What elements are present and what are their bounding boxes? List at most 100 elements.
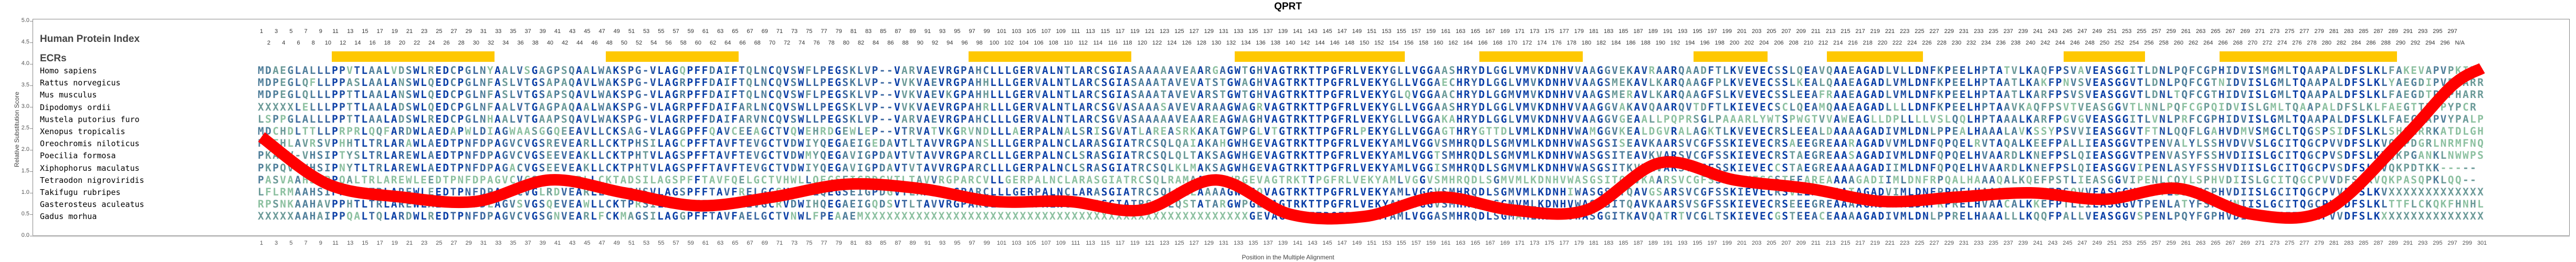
index-number: 48 — [606, 40, 613, 46]
x-tick-label: 11 — [332, 240, 339, 246]
index-number: 57 — [672, 28, 679, 35]
index-number: 206 — [1774, 40, 1784, 46]
index-number: 261 — [2181, 28, 2191, 35]
index-number: 234 — [1981, 40, 1991, 46]
sequence-row: XXXXXLELLLPPTTLAALADSWLQEDCPGLNFAALVTGAG… — [258, 101, 2478, 113]
ecr-bar — [2219, 51, 2397, 62]
index-number: 40 — [546, 40, 554, 46]
x-tick-label: 49 — [613, 240, 620, 246]
index-number: 284 — [2351, 40, 2361, 46]
index-number: 270 — [2247, 40, 2258, 46]
x-tick-label: 291 — [2403, 240, 2413, 246]
index-number: 179 — [1574, 28, 1584, 35]
index-number: 272 — [2262, 40, 2273, 46]
index-number: 99 — [983, 28, 990, 35]
sequence-row: MDCHDLTTLLPRPRLQQFARDWLAEDAPWLDIAGWAASGG… — [258, 125, 2485, 137]
index-number: 38 — [532, 40, 539, 46]
species-label: Poecilia formosa — [40, 151, 116, 161]
sequence-row: PCEHLAVRSVPHHTLTRLARAWLAEDTPNFDPAGVCVGSR… — [258, 137, 2485, 150]
index-number: 155 — [1396, 28, 1406, 35]
index-number: 180 — [1581, 40, 1592, 46]
index-number: 88 — [902, 40, 909, 46]
x-tick-label: 67 — [746, 240, 753, 246]
index-number: 286 — [2366, 40, 2376, 46]
index-number: 66 — [739, 40, 746, 46]
x-tick-label: 115 — [1100, 240, 1110, 246]
index-number: 203 — [1752, 28, 1762, 35]
index-number: 84 — [872, 40, 879, 46]
index-number: 101 — [996, 28, 1007, 35]
x-tick-label: 119 — [1130, 240, 1140, 246]
ecr-bar — [1827, 51, 1923, 62]
index-number: 250 — [2099, 40, 2110, 46]
index-number: 239 — [2018, 28, 2028, 35]
index-number: 282 — [2336, 40, 2347, 46]
index-number: 61 — [702, 28, 709, 35]
index-number: 244 — [2055, 40, 2065, 46]
index-number: 39 — [539, 28, 546, 35]
x-tick-label: 193 — [1678, 240, 1688, 246]
x-tick-label: 101 — [996, 240, 1007, 246]
index-number: 4 — [282, 40, 286, 46]
index-number: 14 — [354, 40, 361, 46]
index-number: 151 — [1366, 28, 1377, 35]
plot-area — [33, 19, 2570, 236]
index-number: 295 — [2433, 28, 2443, 35]
x-tick-label: 225 — [1915, 240, 1925, 246]
index-number: 227 — [1929, 28, 1939, 35]
index-number: 103 — [1012, 28, 1022, 35]
index-number: 134 — [1241, 40, 1251, 46]
x-tick-label: 273 — [2270, 240, 2280, 246]
x-tick-label: 125 — [1174, 240, 1184, 246]
index-number: 89 — [909, 28, 916, 35]
index-number: 172 — [1522, 40, 1532, 46]
x-tick-label: 297 — [2447, 240, 2457, 246]
index-number: 2 — [267, 40, 271, 46]
x-tick-label: 217 — [1855, 240, 1865, 246]
index-number: 259 — [2166, 28, 2176, 35]
index-number: 160 — [1433, 40, 1444, 46]
index-number: 22 — [413, 40, 420, 46]
index-number: 199 — [1722, 28, 1732, 35]
x-tick-label: 205 — [1767, 240, 1776, 246]
index-number: 130 — [1211, 40, 1222, 46]
index-number: 168 — [1492, 40, 1502, 46]
index-number: 12 — [339, 40, 346, 46]
x-tick-label: 265 — [2211, 240, 2221, 246]
index-number: 260 — [2173, 40, 2184, 46]
species-label: Tetraodon nigroviridis — [40, 175, 144, 185]
x-tick-label: 71 — [776, 240, 783, 246]
index-number: 120 — [1137, 40, 1148, 46]
index-number: 235 — [1989, 28, 1999, 35]
index-number: 140 — [1285, 40, 1296, 46]
x-tick-label: 123 — [1160, 240, 1170, 246]
x-tick-label: 151 — [1366, 240, 1377, 246]
index-number: 23 — [421, 28, 428, 35]
index-number: 32 — [487, 40, 495, 46]
index-number: 25 — [436, 28, 443, 35]
x-tick-label: 249 — [2092, 240, 2102, 246]
index-number: 216 — [1848, 40, 1858, 46]
x-tick-label: 189 — [1648, 240, 1658, 246]
x-tick-label: 63 — [717, 240, 724, 246]
index-number: 257 — [2151, 28, 2161, 35]
index-number: 207 — [1781, 28, 1791, 35]
index-number: 262 — [2188, 40, 2199, 46]
index-number: 283 — [2344, 28, 2354, 35]
x-tick-label: 133 — [1234, 240, 1244, 246]
index-number: 10 — [324, 40, 332, 46]
index-number: 292 — [2410, 40, 2421, 46]
y-tick-label: 1.0 — [21, 189, 29, 195]
x-tick-label: 163 — [1456, 240, 1466, 246]
x-tick-label: 227 — [1929, 240, 1939, 246]
x-tick-label: 79 — [835, 240, 842, 246]
x-tick-label: 251 — [2107, 240, 2117, 246]
index-number: 26 — [443, 40, 450, 46]
index-number: 268 — [2233, 40, 2243, 46]
index-number: 194 — [1685, 40, 1695, 46]
index-number: 67 — [746, 28, 753, 35]
x-tick-label: 55 — [658, 240, 665, 246]
x-tick-label: 221 — [1885, 240, 1895, 246]
index-number: 226 — [1922, 40, 1932, 46]
index-number: 80 — [843, 40, 850, 46]
